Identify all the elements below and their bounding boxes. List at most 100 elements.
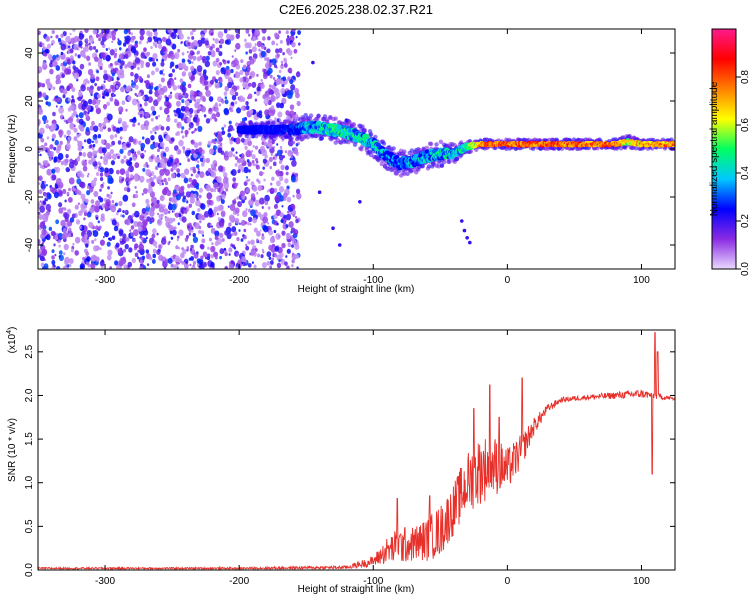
noise-point [102, 181, 105, 185]
noise-point [279, 118, 282, 122]
noise-point [88, 45, 93, 51]
noise-point [132, 85, 135, 88]
noise-point [103, 152, 106, 156]
trace-halo [426, 164, 432, 169]
noise-point [110, 65, 114, 70]
noise-point [190, 75, 196, 81]
noise-point [102, 235, 105, 239]
noise-point [150, 181, 156, 187]
noise-point [176, 238, 179, 242]
noise-point [160, 179, 164, 183]
noise-point [191, 95, 194, 100]
noise-point [255, 157, 258, 162]
trace-halo [368, 152, 374, 158]
noise-point [140, 236, 144, 241]
noise-point [246, 159, 250, 163]
noise-point [257, 185, 263, 192]
noise-point [141, 263, 144, 267]
noise-point [250, 193, 256, 199]
noise-point [196, 197, 199, 201]
noise-point [57, 190, 63, 197]
noise-point [97, 168, 101, 172]
noise-point [120, 242, 123, 245]
noise-point [105, 142, 111, 150]
noise-point [293, 229, 299, 236]
noise-point [87, 151, 93, 159]
noise-point [55, 266, 61, 269]
noise-point [60, 62, 64, 67]
noise-point [170, 158, 174, 163]
noise-point [282, 51, 285, 56]
noise-point [240, 137, 245, 143]
noise-point [119, 126, 123, 131]
noise-point [45, 234, 51, 241]
noise-point [213, 188, 217, 193]
noise-point [58, 130, 63, 135]
trace-halo [373, 134, 378, 140]
noise-point [87, 68, 94, 76]
trace-halo [402, 149, 407, 154]
noise-point [291, 159, 297, 167]
noise-point [86, 138, 92, 145]
noise-point [191, 131, 194, 134]
noise-point [77, 54, 81, 59]
noise-point [134, 43, 138, 48]
noise-point [260, 254, 264, 259]
noise-point [56, 144, 62, 152]
noise-point [236, 252, 239, 257]
noise-point [245, 105, 250, 111]
noise-point [189, 263, 192, 267]
noise-point [279, 145, 283, 150]
noise-point [99, 188, 102, 192]
noise-point [252, 185, 258, 192]
noise-point [271, 40, 276, 46]
trace-halo [554, 137, 559, 142]
noise-point [275, 233, 281, 240]
noise-point [106, 193, 110, 198]
noise-point [266, 95, 270, 101]
noise-point [41, 214, 47, 220]
noise-point [217, 217, 221, 222]
noise-point [268, 244, 273, 251]
noise-point [247, 221, 250, 226]
noise-point [143, 120, 150, 128]
trace-halo [368, 132, 374, 137]
noise-point [230, 68, 234, 74]
noise-point [296, 192, 302, 200]
noise-point [208, 148, 214, 155]
noise-point [263, 225, 269, 233]
noise-point [176, 168, 180, 173]
noise-point [45, 184, 48, 187]
noise-point [38, 108, 42, 115]
noise-point [281, 97, 287, 105]
noise-point [192, 233, 196, 238]
noise-point [248, 82, 252, 87]
noise-point [109, 266, 112, 269]
noise-point [134, 210, 140, 218]
noise-point [106, 101, 111, 107]
noise-point [288, 67, 292, 72]
noise-point [201, 173, 205, 178]
noise-point [214, 38, 219, 44]
noise-point [185, 191, 191, 198]
noise-point [172, 209, 175, 213]
noise-point [38, 189, 43, 195]
noise-point [132, 139, 137, 144]
noise-point [94, 54, 98, 58]
noise-point [78, 112, 84, 119]
noise-point [159, 182, 162, 186]
noise-point [203, 114, 207, 118]
noise-point [88, 36, 94, 43]
noise-point [196, 43, 199, 48]
noise-point [162, 72, 165, 77]
noise-point [57, 37, 62, 43]
noise-point [278, 160, 283, 165]
noise-point [278, 47, 283, 53]
noise-point [138, 40, 142, 45]
noise-point [145, 61, 151, 68]
noise-point [100, 52, 106, 59]
spectrogram-plot-area [38, 29, 675, 269]
noise-point [286, 196, 292, 203]
noise-point [150, 134, 155, 141]
noise-point [71, 102, 75, 107]
